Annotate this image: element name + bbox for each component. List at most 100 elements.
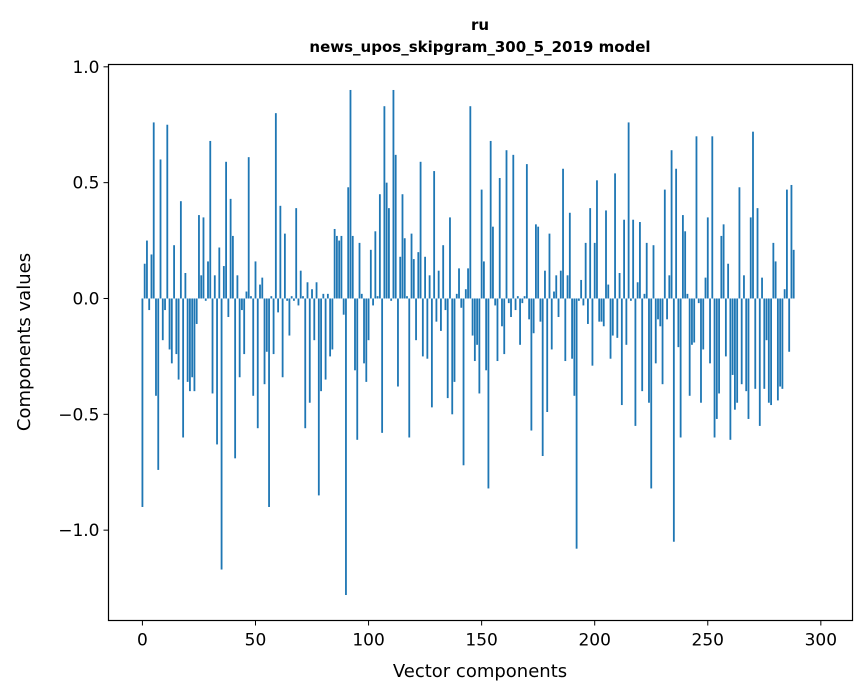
bar [752, 131, 754, 299]
x-tick-label: 50 [245, 631, 267, 651]
bar [724, 298, 727, 357]
bar [159, 159, 162, 299]
x-tick-label: 0 [137, 631, 148, 651]
bar [202, 217, 205, 299]
bar [329, 298, 332, 357]
bar [383, 106, 386, 299]
bar [596, 180, 598, 299]
bar [478, 298, 481, 394]
bar [250, 296, 252, 299]
bar [254, 261, 257, 299]
bar [175, 298, 178, 355]
bar [636, 282, 639, 299]
bar [700, 298, 702, 403]
bar [320, 298, 322, 392]
bar [216, 298, 218, 445]
bar [704, 277, 707, 299]
bar [385, 182, 388, 299]
bar [222, 266, 225, 299]
bar [426, 298, 429, 359]
bar [322, 293, 325, 299]
bar [155, 298, 157, 396]
bar [575, 298, 578, 549]
bar [304, 298, 307, 429]
bar [227, 298, 230, 318]
bar [394, 154, 397, 299]
bar [283, 233, 286, 299]
bar [367, 298, 370, 341]
bar [530, 298, 533, 431]
bar [270, 296, 273, 299]
bar [605, 210, 607, 299]
bar [449, 217, 451, 299]
bar [417, 252, 420, 299]
bar [516, 296, 519, 299]
bar [620, 298, 623, 406]
bar [399, 256, 402, 299]
bar [440, 298, 442, 331]
bar [562, 168, 564, 299]
bar [324, 298, 327, 380]
bar [333, 228, 336, 299]
bar [347, 187, 350, 299]
bar [263, 298, 266, 385]
bar [473, 298, 476, 362]
bar [388, 208, 390, 299]
bar [756, 208, 759, 299]
bar [598, 298, 601, 322]
bar [340, 235, 343, 299]
y-axis-label: Components values [14, 253, 35, 431]
bar [645, 242, 648, 299]
bar [736, 298, 739, 403]
bar [650, 298, 653, 489]
bar [326, 293, 329, 299]
bar [731, 298, 734, 375]
bar [758, 298, 761, 426]
bar [715, 298, 718, 419]
bar [593, 242, 596, 299]
bar [412, 259, 415, 299]
bar [510, 298, 512, 318]
bar [512, 154, 515, 299]
bar [218, 247, 221, 299]
bar [480, 189, 483, 299]
bar [191, 298, 194, 378]
bar [550, 298, 553, 350]
bar [345, 298, 347, 596]
bar [654, 298, 657, 364]
bar [430, 298, 433, 408]
bar [618, 273, 621, 299]
bar [421, 298, 424, 357]
bar [684, 231, 687, 299]
bar [788, 298, 791, 352]
bar [315, 282, 318, 299]
bar [170, 298, 173, 364]
bar [437, 270, 440, 299]
bar [354, 298, 356, 371]
bar [688, 298, 691, 396]
bar [446, 298, 449, 399]
bar [743, 275, 745, 299]
bar [168, 298, 171, 350]
bar [471, 298, 474, 336]
bar [213, 275, 216, 299]
bar [256, 298, 259, 429]
bar [496, 298, 499, 362]
bar [786, 189, 788, 299]
bar [571, 298, 573, 359]
bar [740, 298, 743, 385]
bar [709, 298, 711, 364]
bar [336, 235, 338, 299]
bar [639, 222, 641, 299]
bar [779, 298, 782, 387]
bar [408, 298, 411, 438]
bar [648, 298, 650, 403]
bar [713, 298, 716, 438]
bar [489, 140, 492, 299]
bar [627, 122, 630, 299]
bar [157, 298, 160, 470]
bar [297, 298, 300, 306]
bar [365, 298, 368, 382]
bar [679, 298, 682, 438]
